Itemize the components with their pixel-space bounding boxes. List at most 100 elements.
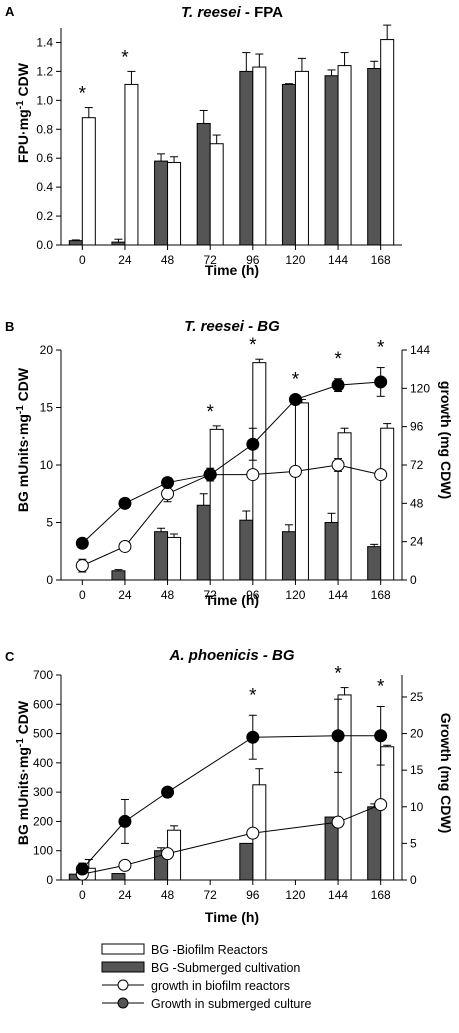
bar-submerged — [239, 519, 254, 581]
legend-entry-submerged-bg: BG -Submerged cultivation — [101, 961, 300, 975]
panel-b: B T. reesei - BG BG mUnits·mg-1 CDW grow… — [5, 318, 454, 608]
bar-biofilm — [380, 746, 395, 881]
bar-submerged — [367, 546, 382, 581]
point-biofilm — [288, 464, 302, 478]
legend-entry-biofilm-growth: growth in biofilm reactors — [102, 979, 290, 993]
bar-submerged — [196, 122, 211, 246]
x-tick-label: 24 — [118, 588, 132, 602]
x-tick-label: 168 — [371, 253, 391, 267]
y-tick-label: 500 — [33, 727, 53, 741]
growth-line-submerged — [81, 381, 381, 544]
x-tick-label: 0 — [79, 888, 86, 902]
y2-tick-label: 0 — [410, 573, 417, 587]
legend-label: growth in biofilm reactors — [151, 979, 290, 993]
legend-label: BG -Submerged cultivation — [151, 961, 300, 975]
point-submerged — [203, 468, 217, 482]
y-tick-label: 300 — [33, 785, 53, 799]
point-biofilm — [75, 559, 89, 573]
bar-biofilm — [167, 162, 182, 246]
panel-c-plot: 0 100 200 300 400 500 600 700 0 5 10 15 20 25 0 24 48 72 9… — [33, 664, 424, 902]
bar-biofilm — [209, 428, 224, 581]
bar-submerged — [154, 160, 169, 246]
significance-star: * — [377, 338, 385, 359]
x-tick-label: 0 — [79, 588, 86, 602]
panel-a-title-suffix: - FPA — [241, 4, 283, 21]
y2-tick-label: 144 — [410, 343, 430, 357]
y-tick-label: 0 — [46, 573, 53, 587]
point-submerged — [161, 785, 175, 799]
significance-star: * — [292, 370, 300, 391]
bar-submerged — [111, 873, 126, 881]
x-tick-label: 0 — [79, 253, 86, 267]
significance-star: * — [334, 349, 342, 370]
x-tick-label: 144 — [328, 253, 348, 267]
bar-biofilm — [380, 39, 395, 246]
point-submerged — [118, 496, 132, 510]
y-tick-label: 0.0 — [36, 238, 53, 252]
bar-submerged — [111, 570, 126, 581]
x-tick-label: 120 — [285, 888, 305, 902]
legend-label: BG -Biofilm Reactors — [151, 943, 268, 957]
panel-a-x-axis-label: Time (h) — [205, 262, 259, 278]
y-tick-label: 100 — [33, 844, 53, 858]
bar-submerged — [68, 240, 83, 246]
significance-star: * — [334, 664, 342, 685]
significance-star: * — [249, 685, 257, 706]
bar-submerged — [239, 70, 254, 246]
bar-submerged — [324, 75, 339, 246]
panel-a-plot: 0.0 0.2 0.4 0.6 0.8 1.0 1.2 1.4 0 24 48 72 96 120 144 1… — [36, 24, 402, 267]
bar-submerged — [324, 816, 339, 881]
point-submerged — [374, 729, 388, 743]
point-submerged — [246, 730, 260, 744]
significance-star: * — [79, 84, 87, 105]
y-tick-label: 0 — [46, 873, 53, 887]
y-tick-label: 1.4 — [36, 35, 53, 49]
x-tick-label: 24 — [118, 888, 132, 902]
panel-c-y-axis-label: BG mUnits·mg-1 CDW — [15, 700, 31, 845]
y-tick-label: 0.6 — [36, 151, 53, 165]
y2-tick-label: 10 — [410, 800, 424, 814]
x-tick-label: 168 — [371, 888, 391, 902]
y-tick-label: 600 — [33, 697, 53, 711]
point-submerged — [161, 476, 175, 490]
x-tick-label: 120 — [285, 588, 305, 602]
y-tick-label: 5 — [46, 516, 53, 530]
bar-biofilm — [167, 536, 182, 581]
significance-star: * — [206, 402, 214, 423]
y-tick-label: 1.0 — [36, 93, 53, 107]
x-tick-label: 48 — [161, 888, 175, 902]
point-submerged — [331, 729, 345, 743]
bar-submerged — [111, 241, 126, 246]
panel-c-title: A. phoenicis - BG — [168, 647, 294, 664]
y-tick-label: 10 — [40, 458, 54, 472]
x-tick-label: 144 — [328, 888, 348, 902]
significance-star: * — [121, 47, 129, 68]
x-tick-label: 96 — [246, 253, 260, 267]
point-biofilm — [246, 826, 260, 840]
significance-star: * — [249, 335, 257, 356]
y-tick-label: 700 — [33, 668, 53, 682]
y2-tick-label: 120 — [410, 381, 430, 395]
y-tick-label: 1.2 — [36, 64, 53, 78]
panel-c-y2-axis-label: Growth (mg CDW) — [438, 713, 454, 834]
y2-tick-label: 24 — [410, 535, 424, 549]
y2-tick-label: 25 — [410, 690, 424, 704]
bar-biofilm — [209, 143, 224, 246]
point-biofilm — [161, 487, 175, 501]
legend-open-circle-marker — [117, 979, 129, 991]
bar-submerged — [281, 83, 296, 246]
growth-line-biofilm — [82, 464, 381, 567]
point-submerged — [75, 536, 89, 550]
panel-c-letter: C — [5, 649, 15, 664]
x-tick-label: 96 — [246, 888, 260, 902]
x-tick-label: 72 — [204, 588, 218, 602]
significance-star: * — [377, 676, 385, 697]
y-tick-label: 0.4 — [36, 180, 53, 194]
panel-a-letter: A — [5, 4, 15, 19]
point-biofilm — [331, 458, 345, 472]
panel-b-plot: 0 5 10 15 20 0 24 48 72 96 120 144 0 24 48 72 96 120 144 16… — [40, 335, 431, 602]
point-submerged — [75, 862, 89, 876]
panel-a-title-organism: T. reesei — [181, 4, 242, 21]
y2-tick-label: 5 — [410, 836, 417, 850]
